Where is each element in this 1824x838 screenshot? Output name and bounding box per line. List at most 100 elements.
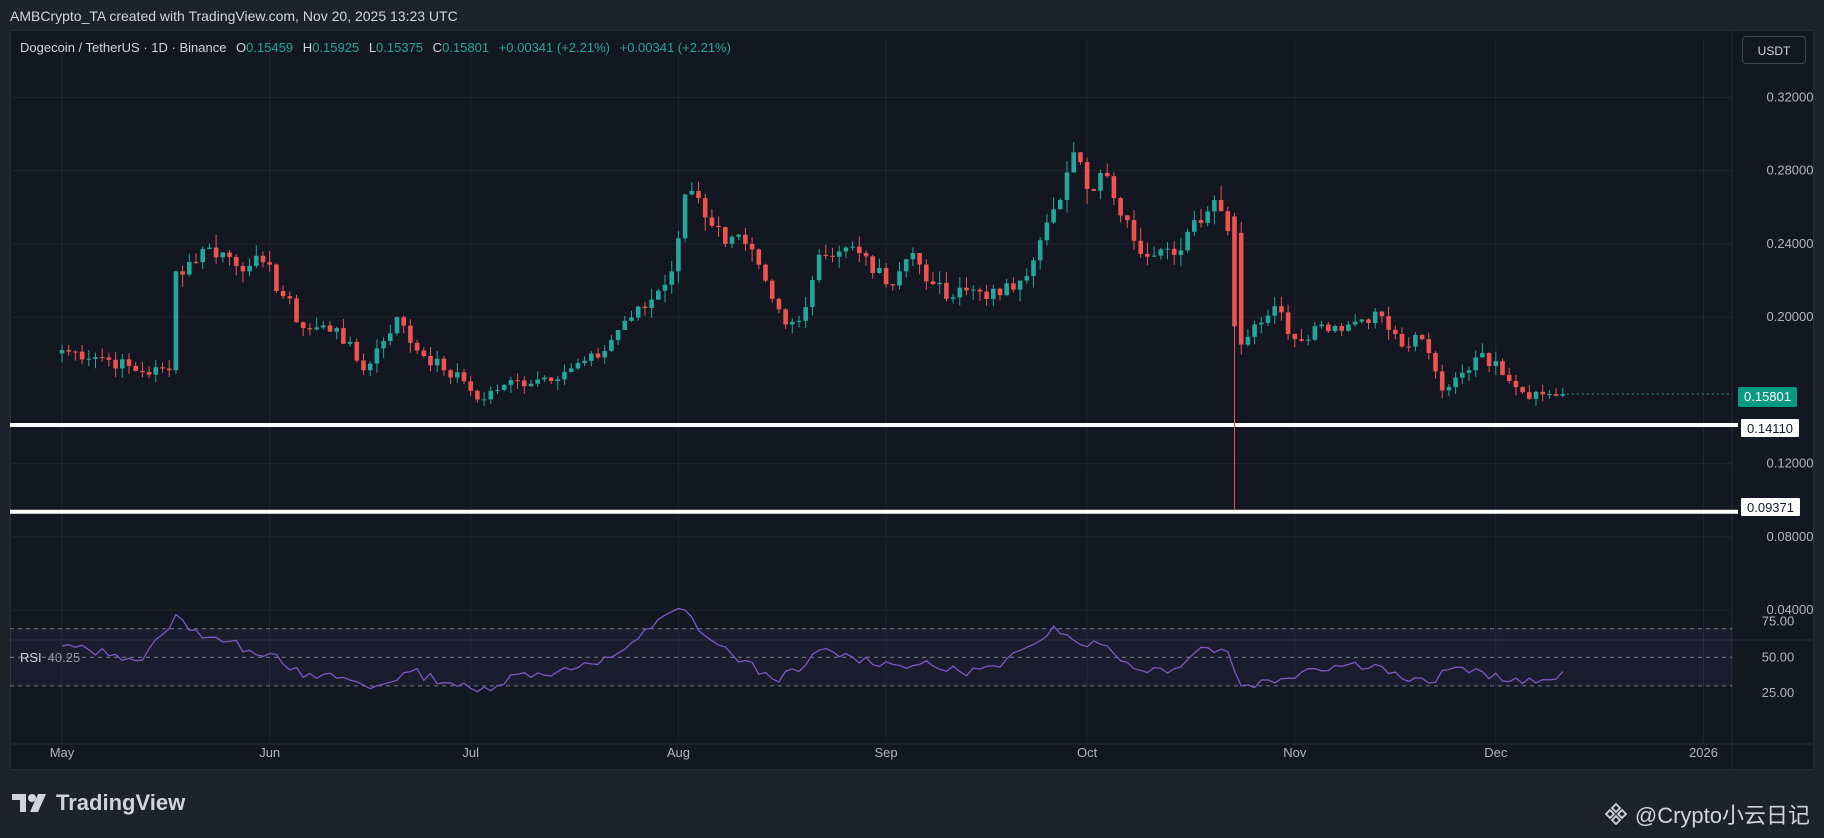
candle-body[interactable] (1332, 326, 1338, 332)
candle-body[interactable] (381, 341, 386, 349)
candle-body[interactable] (790, 321, 795, 325)
candle-body[interactable] (1312, 326, 1318, 340)
candle-body[interactable] (602, 350, 607, 358)
candle-body[interactable] (1017, 280, 1023, 290)
candle-body[interactable] (93, 357, 98, 359)
candle-body[interactable] (1560, 394, 1566, 396)
candle-body[interactable] (1493, 361, 1499, 366)
candle-body[interactable] (1151, 255, 1157, 257)
candle-body[interactable] (897, 271, 902, 286)
candle-body[interactable] (542, 377, 547, 380)
candle-body[interactable] (160, 367, 165, 369)
candle-body[interactable] (1252, 324, 1257, 337)
candle-body[interactable] (1218, 199, 1224, 212)
candle-body[interactable] (1245, 336, 1251, 345)
candle-body[interactable] (763, 264, 768, 281)
candle-body[interactable] (280, 291, 286, 297)
rsi-line[interactable] (61, 607, 1564, 693)
candle-body[interactable] (173, 271, 179, 371)
candle-body[interactable] (66, 350, 71, 352)
candle-body[interactable] (153, 367, 159, 375)
candle-body[interactable] (374, 348, 380, 364)
candle-body[interactable] (421, 350, 427, 356)
candle-body[interactable] (1527, 392, 1532, 399)
candle-body[interactable] (1299, 339, 1304, 341)
candle-body[interactable] (964, 287, 969, 291)
candle-body[interactable] (1473, 357, 1478, 371)
candle-body[interactable] (401, 317, 406, 326)
candle-body[interactable] (354, 341, 360, 361)
candle-body[interactable] (1285, 312, 1291, 334)
candle-body[interactable] (1011, 283, 1016, 290)
candle-body[interactable] (830, 255, 835, 257)
candle-body[interactable] (1125, 215, 1130, 221)
candle-body[interactable] (1051, 209, 1056, 223)
candle-body[interactable] (468, 381, 473, 391)
candle-body[interactable] (843, 247, 849, 252)
candle-body[interactable] (220, 252, 226, 258)
candle-body[interactable] (1165, 248, 1170, 250)
candle-body[interactable] (1058, 199, 1063, 210)
candle-body[interactable] (1346, 324, 1351, 331)
candle-body[interactable] (930, 281, 936, 285)
candle-body[interactable] (984, 291, 989, 300)
candle-body[interactable] (615, 330, 621, 341)
candle-body[interactable] (314, 327, 319, 330)
candle-body[interactable] (1064, 172, 1070, 200)
candle-body[interactable] (562, 371, 567, 380)
candle-body[interactable] (260, 255, 266, 263)
candle-body[interactable] (823, 254, 829, 256)
candle-body[interactable] (1466, 370, 1472, 373)
candle-body[interactable] (1205, 211, 1210, 223)
candle-body[interactable] (79, 351, 85, 360)
candle-body[interactable] (1352, 321, 1358, 325)
candle-body[interactable] (950, 297, 956, 299)
candle-body[interactable] (1406, 346, 1411, 348)
candle-body[interactable] (1044, 222, 1050, 241)
candle-body[interactable] (327, 325, 333, 332)
candle-body[interactable] (977, 289, 983, 292)
candle-body[interactable] (696, 190, 701, 199)
candle-body[interactable] (1272, 306, 1277, 316)
candle-body[interactable] (944, 282, 949, 299)
candle-body[interactable] (1372, 311, 1378, 324)
candle-body[interactable] (1131, 220, 1137, 241)
candle-body[interactable] (1091, 188, 1097, 191)
candle-body[interactable] (649, 299, 654, 308)
candle-body[interactable] (300, 322, 306, 329)
candle-body[interactable] (863, 253, 869, 257)
tradingview-logo[interactable]: TradingView (12, 790, 185, 816)
candle-body[interactable] (1433, 353, 1438, 372)
candle-body[interactable] (682, 194, 688, 239)
candle-body[interactable] (796, 320, 802, 322)
candle-body[interactable] (776, 298, 782, 310)
candle-body[interactable] (528, 383, 534, 387)
candle-body[interactable] (475, 390, 480, 400)
candle-body[interactable] (113, 359, 118, 369)
candle-body[interactable] (207, 247, 212, 249)
candle-body[interactable] (803, 307, 808, 321)
candle-body[interactable] (434, 358, 440, 366)
candle-body[interactable] (749, 243, 755, 250)
candle-body[interactable] (850, 246, 855, 248)
candle-body[interactable] (1192, 220, 1197, 232)
candle-body[interactable] (1513, 380, 1519, 388)
candle-body[interactable] (488, 390, 494, 400)
currency-button[interactable]: USDT (1742, 36, 1806, 64)
candle-body[interactable] (394, 317, 400, 334)
candle-body[interactable] (408, 325, 413, 343)
candle-body[interactable] (120, 359, 125, 369)
candle-body[interactable] (870, 256, 875, 273)
candle-body[interactable] (662, 284, 668, 291)
candle-body[interactable] (448, 370, 453, 378)
candle-body[interactable] (709, 217, 715, 226)
candle-body[interactable] (1446, 387, 1452, 391)
candle-body[interactable] (783, 309, 788, 325)
candle-body[interactable] (1185, 231, 1190, 251)
candle-body[interactable] (642, 306, 648, 308)
candle-body[interactable] (736, 234, 741, 237)
candle-body[interactable] (414, 342, 420, 351)
candle-body[interactable] (676, 238, 681, 272)
candle-body[interactable] (461, 372, 467, 382)
candle-body[interactable] (274, 264, 279, 292)
